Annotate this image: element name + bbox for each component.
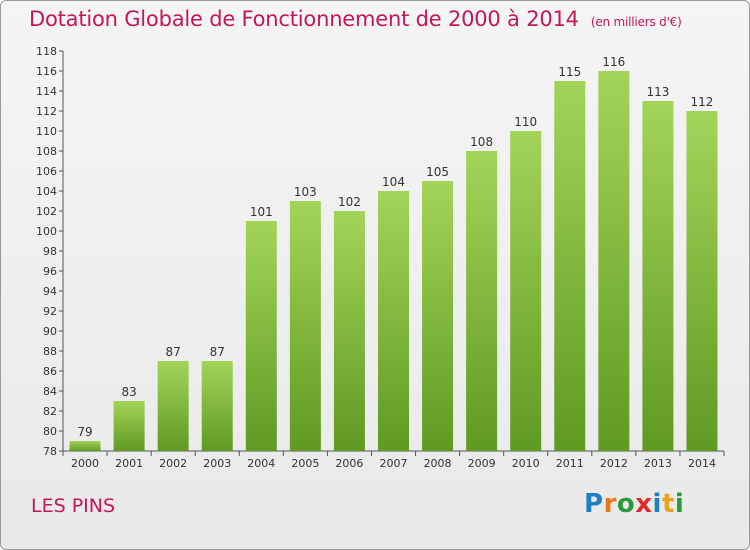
y-tick-label: 108: [36, 145, 57, 158]
bar: [686, 111, 718, 451]
x-tick-label: 2004: [247, 457, 275, 470]
y-tick-label: 100: [36, 225, 57, 238]
x-tick-label: 2006: [335, 457, 363, 470]
bar: [422, 181, 454, 451]
x-tick-label: 2005: [291, 457, 319, 470]
x-tick-label: 2014: [688, 457, 716, 470]
bar: [201, 361, 233, 451]
x-tick-label: 2012: [600, 457, 628, 470]
y-tick-label: 114: [36, 85, 57, 98]
bar: [289, 201, 321, 451]
bar: [245, 221, 277, 451]
x-tick-label: 2000: [71, 457, 99, 470]
y-tick-label: 104: [36, 185, 57, 198]
bar-value-label: 79: [77, 425, 92, 439]
bar: [113, 401, 145, 451]
x-tick-label: 2013: [644, 457, 672, 470]
bar: [69, 441, 101, 451]
x-tick-label: 2010: [512, 457, 540, 470]
bar-value-label: 108: [470, 135, 493, 149]
bar: [642, 101, 674, 451]
y-tick-label: 106: [36, 165, 57, 178]
bar-value-label: 115: [558, 65, 581, 79]
bar: [510, 131, 542, 451]
y-tick-label: 112: [36, 105, 57, 118]
y-tick-label: 110: [36, 125, 57, 138]
y-tick-label: 98: [43, 245, 57, 258]
logo-letter: i: [652, 489, 662, 519]
x-tick-label: 2009: [468, 457, 496, 470]
bar: [598, 71, 630, 451]
bar-value-label: 113: [646, 85, 669, 99]
x-tick-label: 2007: [380, 457, 408, 470]
y-tick-label: 84: [43, 385, 57, 398]
y-tick-label: 94: [43, 285, 57, 298]
bar-value-label: 101: [250, 205, 273, 219]
bar-value-label: 105: [426, 165, 449, 179]
y-tick-label: 88: [43, 345, 57, 358]
y-tick-label: 96: [43, 265, 57, 278]
bars-group: [69, 71, 718, 451]
y-tick-label: 92: [43, 305, 57, 318]
bar: [554, 81, 586, 451]
bar: [157, 361, 189, 451]
y-tick-label: 90: [43, 325, 57, 338]
y-tick-label: 116: [36, 65, 57, 78]
bar-value-label: 87: [210, 345, 225, 359]
commune-name: LES PINS: [31, 495, 116, 517]
logo-letter: P: [584, 489, 604, 519]
x-tick-label: 2002: [159, 457, 187, 470]
x-tick-label: 2011: [556, 457, 584, 470]
y-tick-label: 86: [43, 365, 57, 378]
bar-value-label: 116: [602, 55, 625, 69]
bar-value-label: 83: [121, 385, 136, 399]
x-axis: 2000 2001 2002 2003 2004 2005 2006 2007 2008 2009…: [62, 450, 725, 470]
data-labels-group: 79 83 87 87 101 103 102 104 105 108 110 115 116 113 11…: [77, 55, 713, 439]
title-text: Dotation Globale de Fonctionnement de 20…: [29, 7, 579, 31]
bar: [466, 151, 498, 451]
logo-letter: i: [674, 489, 685, 519]
logo-letter: t: [661, 489, 675, 519]
title-unit: (en milliers d'€): [590, 15, 682, 29]
chart-title: Dotation Globale de Fonctionnement de 20…: [29, 7, 682, 31]
bar: [378, 191, 409, 451]
y-tick-label: 102: [36, 205, 57, 218]
logo-letter: r: [603, 489, 617, 519]
y-tick-label: 78: [43, 445, 57, 458]
bar-value-label: 112: [691, 95, 714, 109]
logo-letter: x: [635, 489, 653, 519]
bar-value-label: 102: [338, 195, 361, 209]
y-tick-label: 82: [43, 405, 57, 418]
x-tick-label: 2001: [115, 457, 143, 470]
proxiti-logo[interactable]: Proxiti: [584, 489, 684, 519]
bar-value-label: 103: [294, 185, 317, 199]
x-tick-label: 2008: [424, 457, 452, 470]
y-tick-label: 80: [43, 425, 57, 438]
y-tick-label: 118: [36, 45, 57, 58]
logo-letter: o: [616, 489, 636, 519]
bar-value-label: 110: [514, 115, 537, 129]
bar-value-label: 104: [382, 175, 405, 189]
y-axis: 78 80 82 84 86 88 90 92 94 96 98 100 102 104 106 108 110…: [36, 45, 64, 458]
x-tick-label: 2003: [203, 457, 231, 470]
bar: [333, 211, 365, 451]
bar-value-label: 87: [166, 345, 181, 359]
